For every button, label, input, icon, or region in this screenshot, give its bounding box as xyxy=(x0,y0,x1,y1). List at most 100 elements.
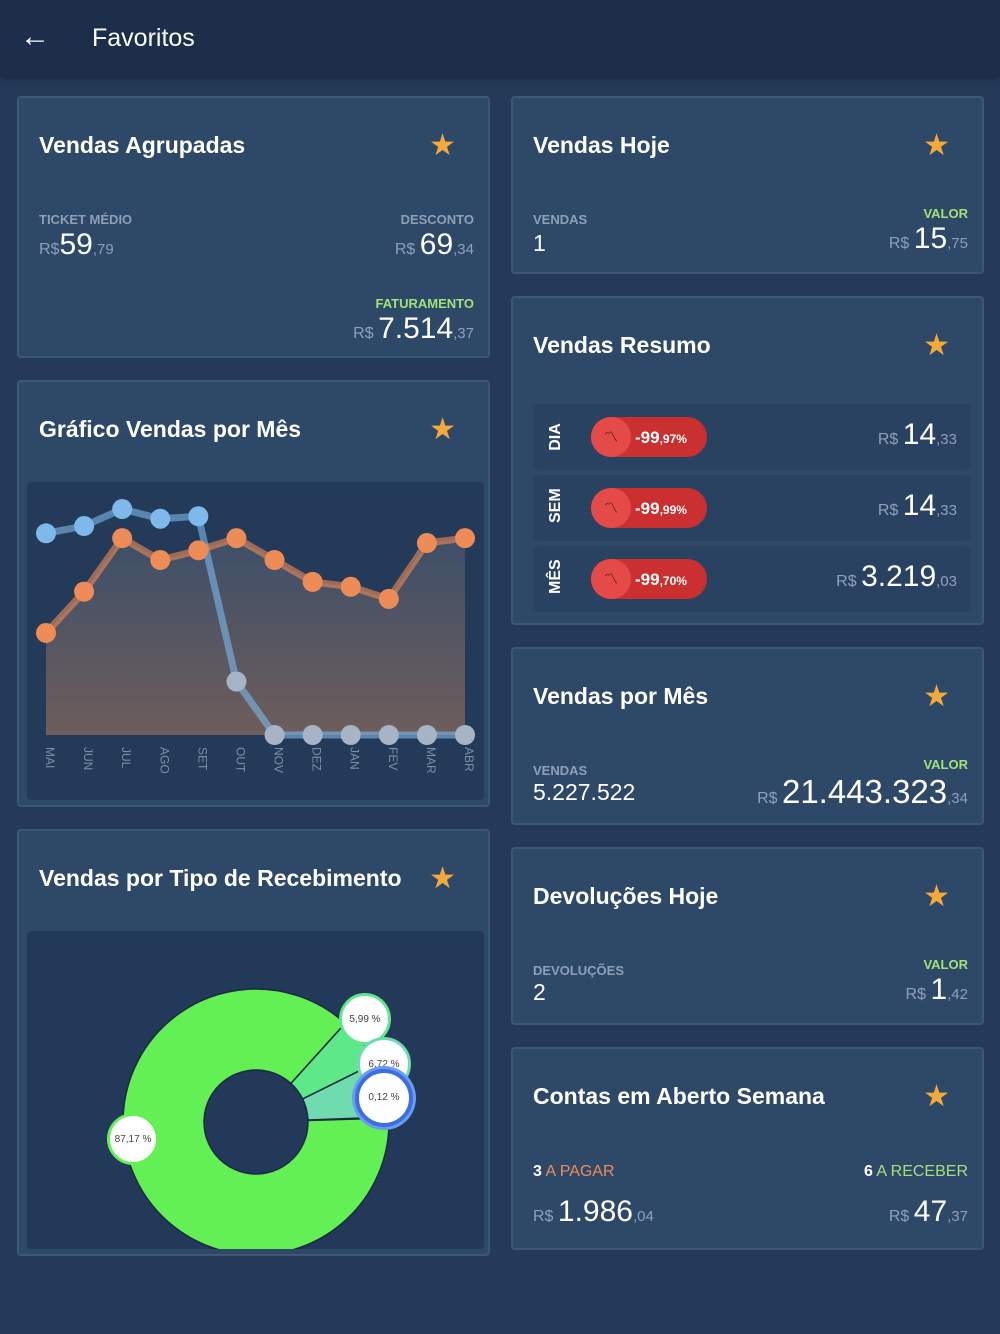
data-point-orange xyxy=(112,528,133,549)
card-grafico-vendas-mes[interactable]: Gráfico Vendas por Mês ★ MAI JUN JUL AGO SET… xyxy=(17,380,490,807)
favorite-star-icon[interactable]: ★ xyxy=(923,680,950,713)
data-point-orange xyxy=(416,533,437,554)
data-point-blue xyxy=(416,725,437,745)
row-value: R$ 14,33 xyxy=(877,418,957,451)
card-devolucoes-hoje[interactable]: Devoluções Hoje ★ DEVOLUÇÕES 2 VALOR R$ … xyxy=(511,847,984,1025)
donut-chart-svg xyxy=(122,988,390,1256)
card-title: Vendas por Tipo de Recebimento xyxy=(39,865,402,891)
data-point-orange xyxy=(36,622,56,643)
faturamento-label: FATURAMENTO xyxy=(375,296,474,311)
pie-label-3: 0,12 % xyxy=(355,1069,413,1127)
x-tick-label: ABR xyxy=(462,747,476,772)
card-title: Vendas por Mês xyxy=(533,683,709,709)
data-point-blue xyxy=(226,671,247,692)
data-point-orange xyxy=(150,550,171,571)
data-point-orange xyxy=(74,581,95,602)
valor-label: VALOR xyxy=(923,957,968,972)
card-title: Gráfico Vendas por Mês xyxy=(39,416,302,442)
valor-label: VALOR xyxy=(923,757,968,772)
data-point-blue xyxy=(264,725,285,745)
pie-label-1: 5,99 % xyxy=(339,993,391,1045)
data-point-orange xyxy=(226,528,247,549)
data-point-blue xyxy=(455,725,475,745)
ticket-value: R$59,79 xyxy=(39,228,114,261)
x-tick-label: OUT xyxy=(233,747,247,773)
card-title: Vendas Hoje xyxy=(533,132,670,158)
card-vendas-resumo[interactable]: Vendas Resumo ★ DIA 〽 -99,97% R$ 14,33 SE… xyxy=(511,296,984,625)
resumo-row-dia: DIA 〽 -99,97% R$ 14,33 xyxy=(533,404,971,470)
data-point-blue xyxy=(36,523,56,544)
page-title: Favoritos xyxy=(92,24,195,52)
pie-label-0: 87,17 % xyxy=(107,1113,159,1165)
card-title: Vendas Agrupadas xyxy=(39,132,246,158)
series-line-orange xyxy=(43,534,466,636)
data-point-orange xyxy=(188,540,209,561)
x-tick-label: SET xyxy=(195,747,209,771)
a-pagar-label: 3 A PAGAR xyxy=(533,1163,615,1180)
desconto-value: R$ 69,34 xyxy=(394,228,474,261)
x-tick-label: AGO xyxy=(157,747,171,774)
card-contas-aberto[interactable]: Contas em Aberto Semana ★ 3 A PAGAR R$ 1… xyxy=(511,1047,984,1250)
card-vendas-agrupadas[interactable]: Vendas Agrupadas ★ TICKET MÉDIO R$59,79 … xyxy=(17,96,490,358)
card-tipo-recebimento[interactable]: Vendas por Tipo de Recebimento ★ 87,17 %… xyxy=(17,829,490,1256)
devolucoes-label: DEVOLUÇÕES xyxy=(533,963,625,978)
faturamento-value: R$ 7.514,37 xyxy=(353,312,474,345)
line-chart-svg: MAI JUN JUL AGO SET OUT NOV DEZ JAN FEV MAR ABR xyxy=(36,499,476,774)
change-badge: 〽 -99,99% xyxy=(591,488,707,528)
change-badge: 〽 -99,70% xyxy=(591,559,707,599)
x-tick-label: MAR xyxy=(424,747,438,774)
valor-value: R$ 21.443.323,34 xyxy=(757,773,968,810)
donut-chart: 87,17 % 5,99 % 6,72 % 0,12 % xyxy=(27,931,484,1256)
data-point-blue xyxy=(340,725,361,745)
a-receber-label: 6 A RECEBER xyxy=(863,1163,968,1180)
data-point-blue xyxy=(302,725,323,745)
app-header: ← Favoritos xyxy=(0,0,1000,76)
x-tick-label: MAI xyxy=(43,747,57,768)
data-point-blue xyxy=(378,725,399,745)
vendas-label: VENDAS xyxy=(533,212,588,227)
line-chart: MAI JUN JUL AGO SET OUT NOV DEZ JAN FEV MAR ABR xyxy=(27,482,484,800)
data-point-blue xyxy=(150,508,171,529)
card-vendas-por-mes[interactable]: Vendas por Mês ★ VENDAS 5.227.522 VALOR … xyxy=(511,647,984,825)
favorite-star-icon[interactable]: ★ xyxy=(923,129,950,162)
row-label: SEM xyxy=(547,488,564,523)
x-tick-label: FEV xyxy=(386,747,400,770)
favorite-star-icon[interactable]: ★ xyxy=(923,329,950,362)
favorite-star-icon[interactable]: ★ xyxy=(429,862,456,895)
ticket-label: TICKET MÉDIO xyxy=(39,212,133,227)
row-value: R$ 3.219,03 xyxy=(836,560,957,593)
favorite-star-icon[interactable]: ★ xyxy=(923,880,950,913)
trend-down-icon: 〽 xyxy=(591,559,631,599)
trend-down-icon: 〽 xyxy=(591,417,631,457)
resumo-row-mes: MÊS 〽 -99,70% R$ 3.219,03 xyxy=(533,546,971,612)
favorite-star-icon[interactable]: ★ xyxy=(923,1080,950,1113)
data-point-orange xyxy=(378,588,399,609)
change-badge: 〽 -99,97% xyxy=(591,417,707,457)
favorite-star-icon[interactable]: ★ xyxy=(429,413,456,446)
data-point-blue xyxy=(188,506,209,527)
valor-label: VALOR xyxy=(923,206,968,221)
card-title: Vendas Resumo xyxy=(533,332,711,358)
row-label: DIA xyxy=(547,423,564,451)
x-tick-label: JUL xyxy=(119,747,133,769)
valor-value: R$ 15,75 xyxy=(888,222,968,255)
favorite-star-icon[interactable]: ★ xyxy=(429,129,456,162)
vendas-label: VENDAS xyxy=(533,763,588,778)
vendas-count: 1 xyxy=(533,230,546,256)
data-point-orange xyxy=(455,528,475,549)
desconto-label: DESCONTO xyxy=(400,212,474,227)
card-title: Devoluções Hoje xyxy=(533,883,719,909)
x-tick-label: NOV xyxy=(272,747,286,773)
x-tick-label: JUN xyxy=(81,747,95,770)
card-vendas-hoje[interactable]: Vendas Hoje ★ VENDAS 1 VALOR R$ 15,75 xyxy=(511,96,984,274)
back-arrow-icon[interactable]: ← xyxy=(20,20,50,53)
x-tick-label: JAN xyxy=(348,747,362,770)
valor-value: R$ 1,42 xyxy=(905,973,968,1006)
devolucoes-count: 2 xyxy=(533,979,546,1005)
x-tick-label: DEZ xyxy=(310,747,324,771)
vendas-count: 5.227.522 xyxy=(533,779,636,805)
data-point-orange xyxy=(340,576,361,597)
a-receber-value: R$ 47,37 xyxy=(888,1195,968,1228)
data-point-orange xyxy=(264,550,285,571)
resumo-row-sem: SEM 〽 -99,99% R$ 14,33 xyxy=(533,475,971,541)
